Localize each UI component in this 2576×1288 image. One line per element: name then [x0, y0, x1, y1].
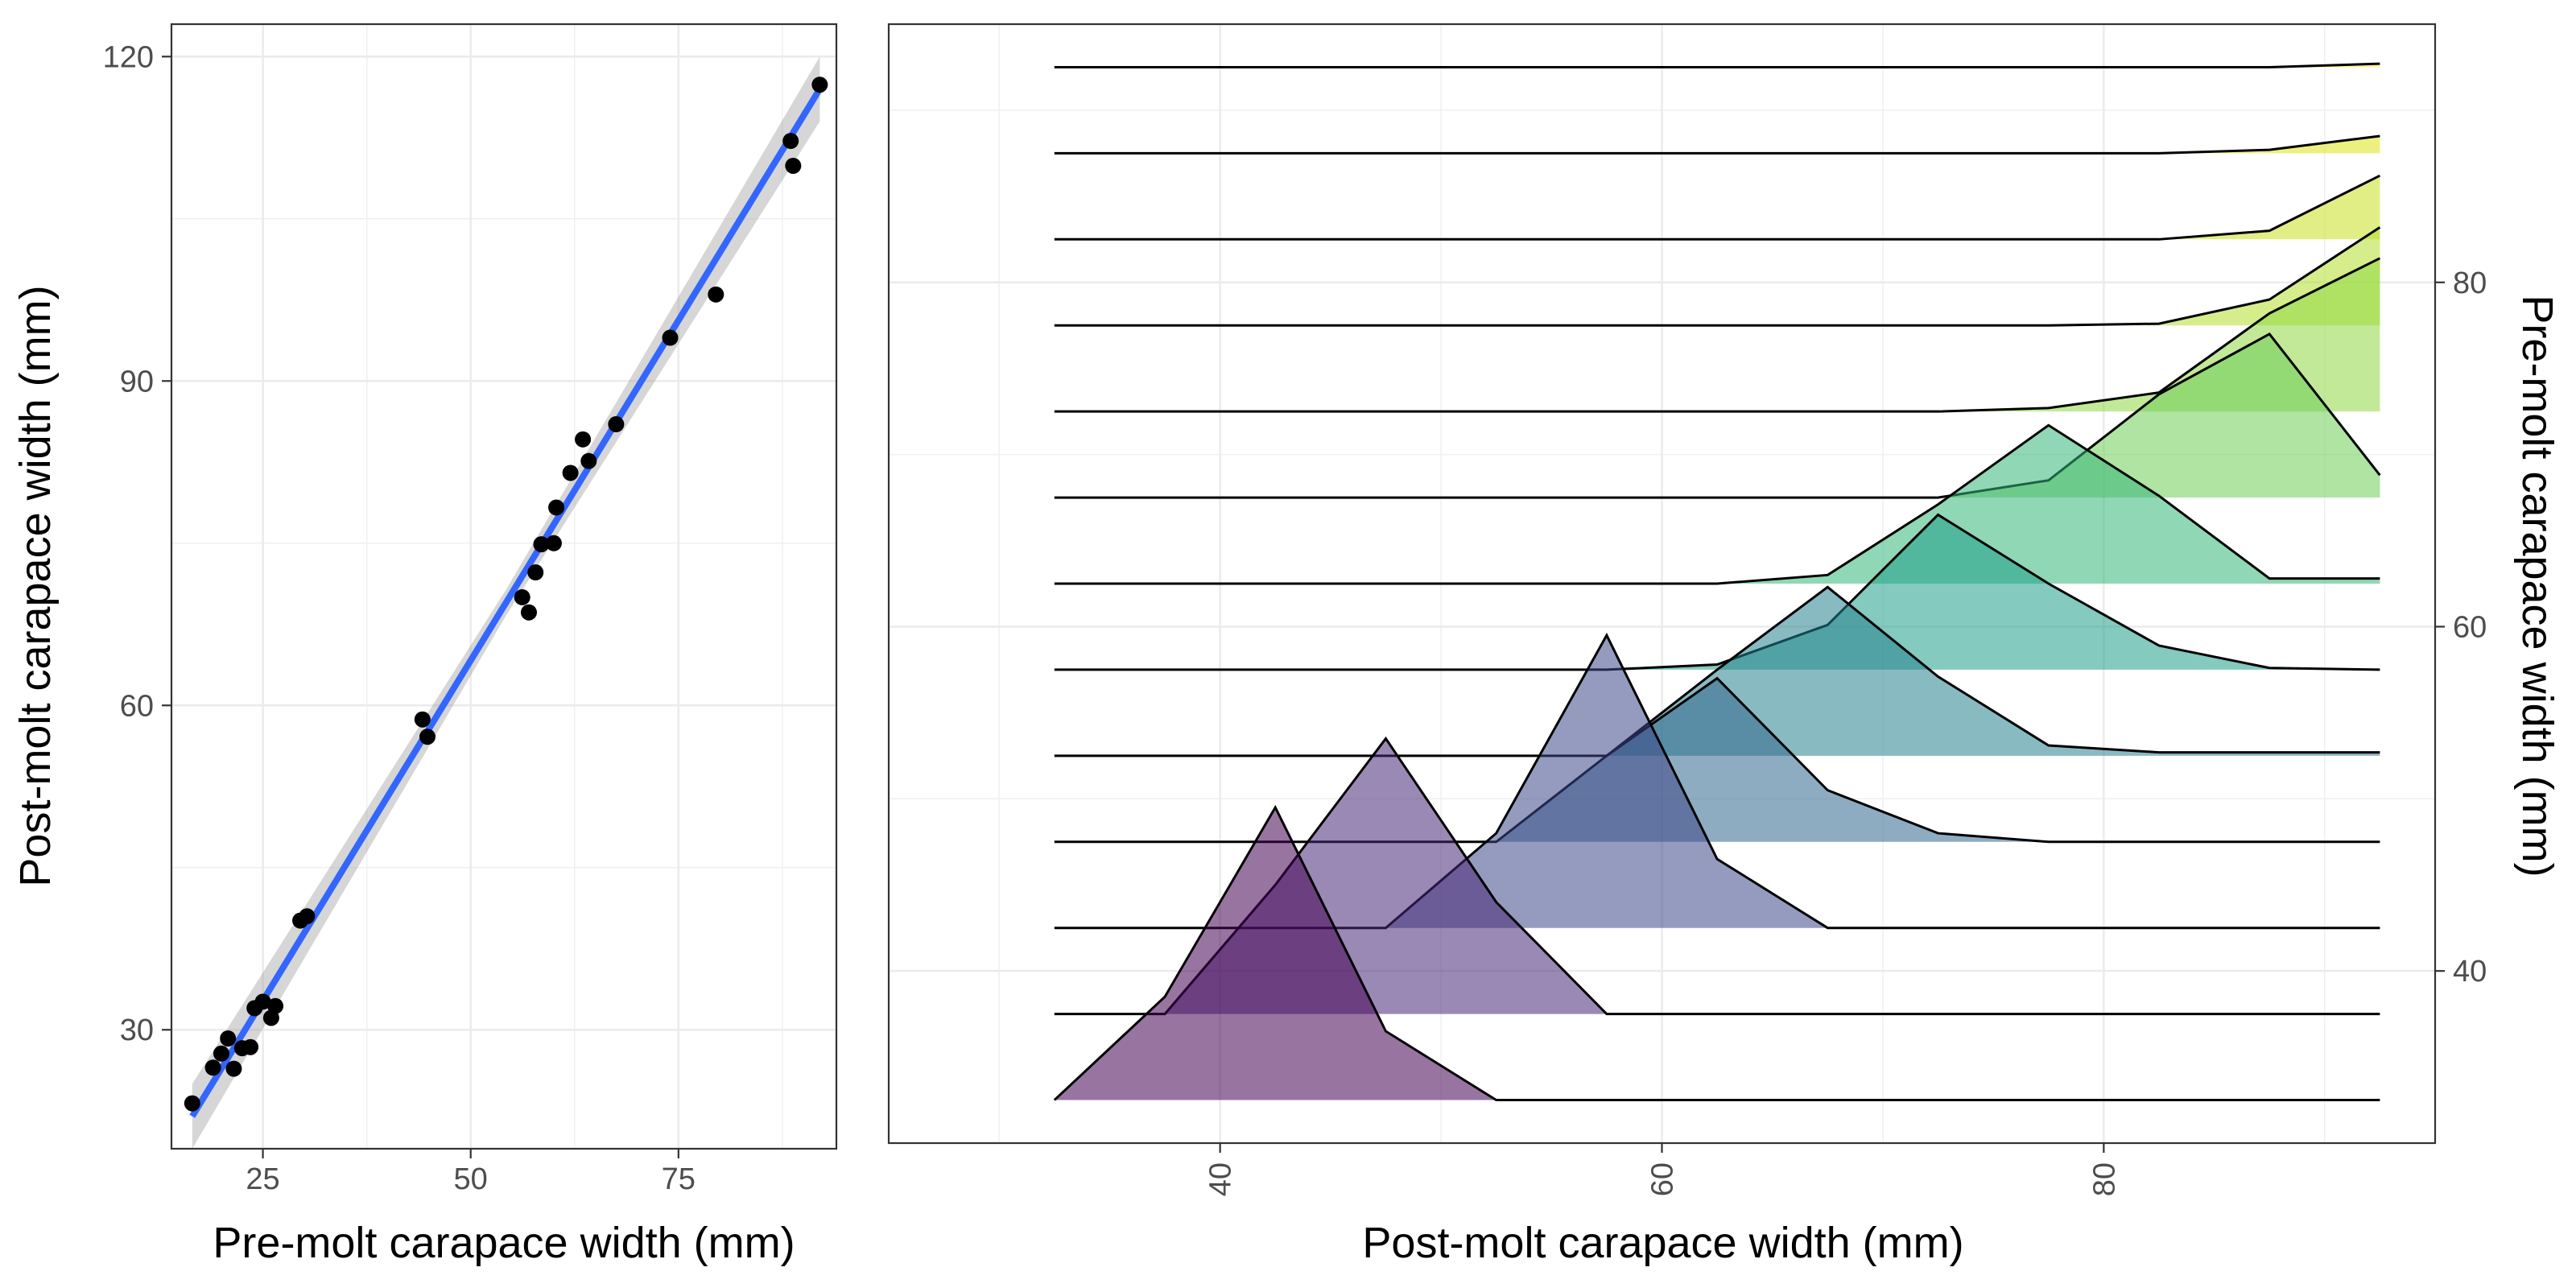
scatter-fit-line	[189, 87, 823, 1118]
scatter-point	[708, 286, 724, 303]
ridgeline-outline	[1054, 174, 2381, 241]
scatter-point	[575, 431, 592, 448]
scatter-y-tick-label: 30	[120, 1013, 154, 1047]
ridgeline-outline	[1053, 804, 2380, 1102]
scatter-x-tick-label: 25	[246, 1162, 279, 1196]
scatter-point	[204, 1059, 221, 1076]
ridgeline-area	[1054, 514, 2380, 670]
scatter-x-axis-title: Pre-molt carapace width (mm)	[213, 1219, 795, 1267]
scatter-fit-line-group	[189, 87, 823, 1118]
scatter-point	[533, 536, 550, 553]
ridgeline-area	[1054, 678, 2380, 842]
scatter-point	[225, 1060, 242, 1077]
scatter-panel: 25 50 75 30 60 90 120 Pre-molt carapace width…	[11, 23, 838, 1267]
scatter-y-axis-ticks: 30 60 90 120	[103, 40, 171, 1047]
ridgeline-x-axis-title: Post-molt carapace width (mm)	[1362, 1219, 1963, 1267]
scatter-y-axis-title: Post-molt carapace width (mm)	[11, 285, 60, 886]
ridgeline-area	[1054, 807, 2380, 1100]
scatter-x-axis-ticks: 25 50 75	[246, 1149, 696, 1196]
scatter-point	[184, 1095, 200, 1112]
scatter-point	[662, 329, 679, 346]
scatter-point	[785, 157, 802, 174]
ridgeline-area	[1054, 635, 2380, 928]
ridgeline-outline	[1054, 513, 2380, 671]
scatter-y-tick-label: 90	[120, 365, 154, 398]
ridgeline-y-tick-label: 80	[2453, 266, 2487, 300]
ridgeline-y-axis-ticks: 40 60 80	[2435, 266, 2487, 989]
ridgeline-y-axis-title: Pre-molt carapace width (mm)	[2513, 295, 2562, 877]
scatter-x-tick-label: 50	[454, 1162, 488, 1196]
scatter-point	[419, 729, 436, 745]
ridgeline-area	[1054, 738, 2380, 1014]
ridgeline-panel: 40 60 80 40 60 80 Post-molt carapace width (…	[887, 23, 2562, 1267]
scatter-panel-background	[171, 24, 836, 1149]
scatter-panel-border	[170, 23, 838, 1150]
ridgeline-x-axis-ticks: 40 60 80	[1204, 1143, 2121, 1196]
scatter-point	[548, 499, 565, 516]
scatter-point	[242, 1038, 259, 1055]
ridgeline-x-tick-label: 40	[1204, 1162, 1238, 1196]
ridgeline-outline	[1054, 585, 2380, 758]
scatter-point	[220, 1030, 237, 1046]
ridgeline-outline	[1054, 226, 2381, 327]
scatter-x-tick-label: 75	[662, 1162, 696, 1196]
scatter-point	[580, 452, 597, 469]
scatter-gridlines	[171, 24, 836, 1149]
scatter-point	[414, 711, 431, 728]
ridgeline-area	[1054, 587, 2380, 756]
scatter-point	[520, 604, 537, 621]
scatter-y-tick-label: 120	[103, 40, 154, 74]
ridgeline-outline	[1054, 423, 2380, 585]
ridgeline-y-tick-label: 60	[2453, 610, 2487, 644]
ridgeline-area	[1054, 333, 2380, 498]
scatter-point	[527, 564, 544, 581]
ridgeline-area	[1054, 425, 2380, 584]
scatter-point	[514, 588, 530, 605]
scatter-point	[608, 416, 625, 433]
ridgeline-area	[1054, 227, 2380, 326]
scatter-point	[254, 993, 271, 1010]
scatter-point	[213, 1045, 229, 1062]
ridgeline-x-tick-label: 80	[2087, 1162, 2121, 1196]
scatter-point	[811, 76, 828, 93]
scatter-points	[184, 76, 828, 1112]
scatter-point	[562, 464, 579, 481]
ridgeline-y-tick-label: 40	[2453, 955, 2487, 989]
ridgeline-outline	[1054, 257, 2381, 413]
ridgeline-x-tick-label: 60	[1646, 1162, 1680, 1196]
ridgeline-outline	[1054, 134, 2380, 155]
ridgeline-outline	[1054, 332, 2381, 499]
scatter-y-tick-label: 60	[120, 689, 154, 723]
scatter-point	[267, 997, 284, 1014]
ridgeline-ridges	[1053, 62, 2381, 1102]
scatter-point	[299, 908, 316, 925]
ridgeline-outline	[1054, 62, 2380, 68]
scatter-point	[782, 133, 799, 150]
scatter-point	[545, 535, 562, 551]
